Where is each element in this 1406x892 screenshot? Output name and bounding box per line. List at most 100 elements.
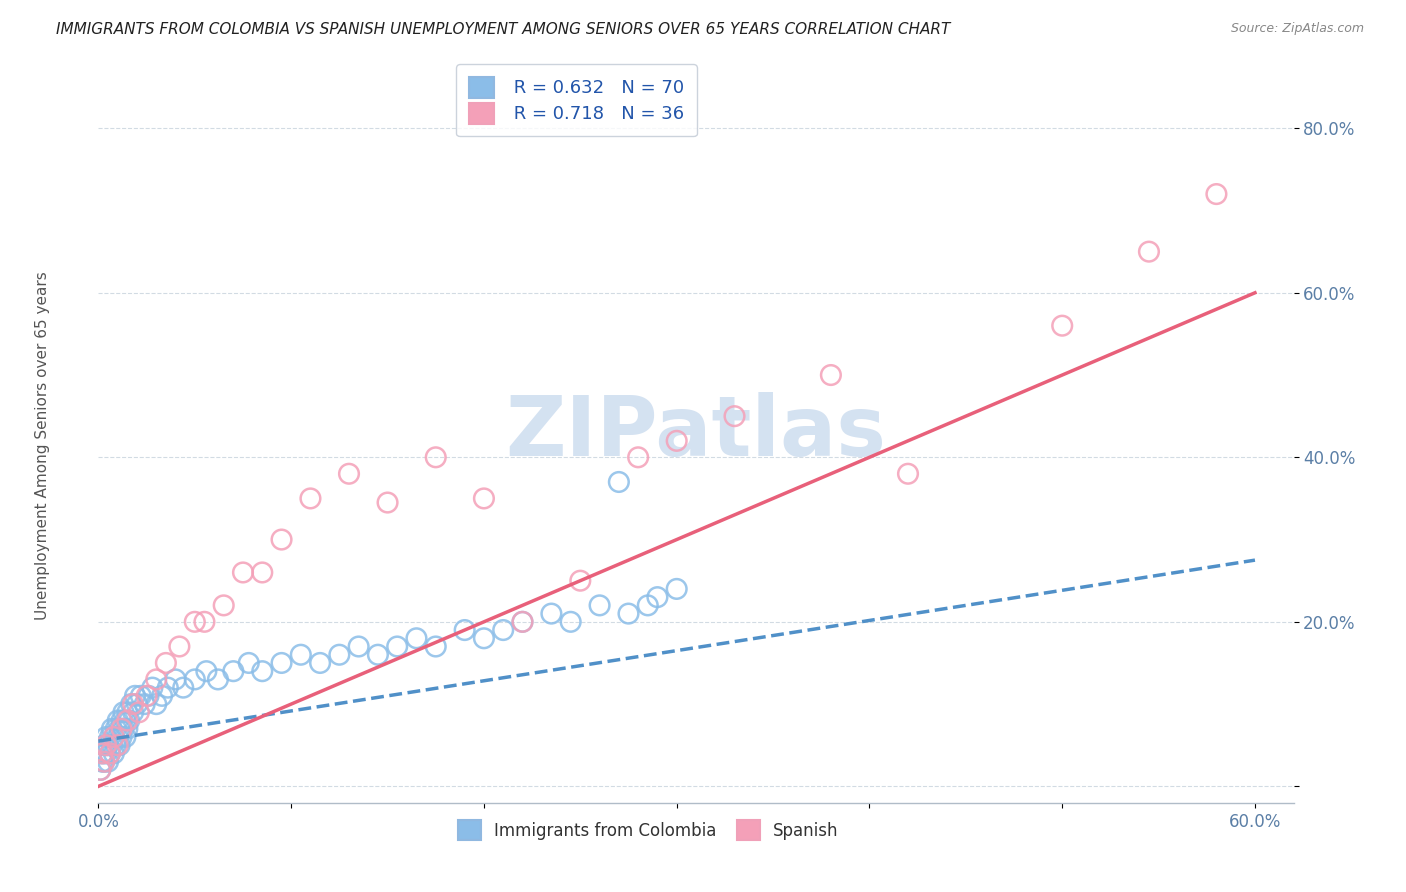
- Point: [512, 615, 534, 629]
- Point: [569, 574, 592, 588]
- Point: [665, 434, 688, 448]
- Point: [238, 656, 260, 670]
- Point: [141, 681, 163, 695]
- Point: [108, 722, 131, 736]
- Point: [107, 714, 129, 728]
- Point: [135, 689, 157, 703]
- Point: [367, 648, 389, 662]
- Point: [425, 640, 447, 654]
- Point: [117, 722, 139, 736]
- Point: [145, 673, 167, 687]
- Point: [125, 697, 148, 711]
- Point: [120, 697, 142, 711]
- Text: Source: ZipAtlas.com: Source: ZipAtlas.com: [1230, 22, 1364, 36]
- Point: [347, 640, 370, 654]
- Text: ZIPatlas: ZIPatlas: [506, 392, 886, 473]
- Point: [122, 697, 145, 711]
- Point: [112, 706, 135, 720]
- Point: [98, 730, 121, 744]
- Point: [89, 763, 111, 777]
- Point: [112, 722, 135, 736]
- Point: [118, 714, 141, 728]
- Point: [94, 730, 117, 744]
- Point: [117, 706, 139, 720]
- Point: [108, 738, 131, 752]
- Point: [1137, 244, 1160, 259]
- Point: [637, 599, 659, 613]
- Point: [270, 533, 292, 547]
- Point: [299, 491, 322, 506]
- Point: [195, 664, 218, 678]
- Point: [110, 714, 132, 728]
- Point: [134, 697, 156, 711]
- Point: [1205, 187, 1227, 202]
- Point: [93, 755, 115, 769]
- Point: [252, 566, 274, 580]
- Point: [97, 755, 120, 769]
- Legend: Immigrants from Colombia, Spanish: Immigrants from Colombia, Spanish: [451, 814, 845, 847]
- Point: [104, 738, 127, 752]
- Point: [309, 656, 332, 670]
- Point: [222, 664, 245, 678]
- Point: [97, 738, 120, 752]
- Point: [103, 730, 125, 744]
- Point: [492, 623, 515, 637]
- Point: [453, 623, 475, 637]
- Point: [110, 722, 132, 736]
- Point: [128, 706, 150, 720]
- Point: [110, 730, 132, 744]
- Point: [1050, 318, 1073, 333]
- Point: [107, 738, 129, 752]
- Point: [472, 632, 495, 646]
- Point: [101, 738, 124, 752]
- Point: [114, 730, 136, 744]
- Point: [647, 590, 669, 604]
- Point: [820, 368, 842, 382]
- Point: [114, 714, 136, 728]
- Point: [232, 566, 254, 580]
- Point: [540, 607, 562, 621]
- Point: [607, 475, 630, 489]
- Point: [156, 681, 179, 695]
- Point: [117, 714, 139, 728]
- Point: [91, 747, 114, 761]
- Point: [91, 747, 114, 761]
- Point: [405, 632, 427, 646]
- Point: [89, 763, 111, 777]
- Point: [472, 491, 495, 506]
- Text: IMMIGRANTS FROM COLOMBIA VS SPANISH UNEMPLOYMENT AMONG SENIORS OVER 65 YEARS COR: IMMIGRANTS FROM COLOMBIA VS SPANISH UNEM…: [56, 22, 950, 37]
- Point: [165, 673, 187, 687]
- Point: [617, 607, 640, 621]
- Point: [93, 755, 115, 769]
- Point: [207, 673, 229, 687]
- Point: [103, 747, 125, 761]
- Point: [98, 747, 121, 761]
- Point: [212, 599, 235, 613]
- Point: [665, 582, 688, 596]
- Point: [184, 673, 207, 687]
- Point: [425, 450, 447, 465]
- Point: [627, 450, 650, 465]
- Point: [145, 697, 167, 711]
- Text: Unemployment Among Seniors over 65 years: Unemployment Among Seniors over 65 years: [35, 272, 49, 620]
- Point: [93, 738, 115, 752]
- Point: [107, 730, 129, 744]
- Point: [150, 689, 173, 703]
- Point: [94, 747, 117, 761]
- Point: [588, 599, 610, 613]
- Point: [337, 467, 360, 481]
- Point: [104, 722, 127, 736]
- Point: [328, 648, 350, 662]
- Point: [560, 615, 582, 629]
- Point: [129, 689, 152, 703]
- Point: [723, 409, 745, 424]
- Point: [124, 689, 146, 703]
- Point: [94, 738, 117, 752]
- Point: [290, 648, 312, 662]
- Point: [169, 640, 191, 654]
- Point: [91, 755, 114, 769]
- Point: [184, 615, 207, 629]
- Point: [122, 706, 145, 720]
- Point: [897, 467, 920, 481]
- Point: [138, 689, 160, 703]
